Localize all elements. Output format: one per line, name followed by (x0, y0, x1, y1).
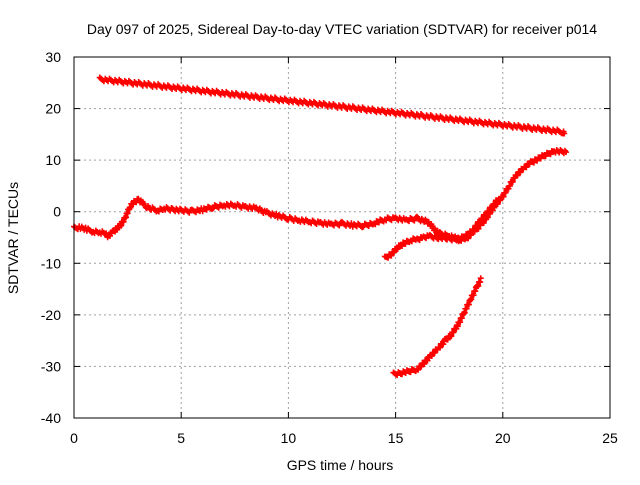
x-tick-label: 10 (281, 430, 297, 446)
data-point (477, 219, 484, 226)
data-point (563, 149, 570, 156)
x-tick-label: 15 (388, 430, 404, 446)
data-point (492, 201, 499, 208)
y-tick-label: 20 (45, 101, 61, 117)
grid (74, 57, 610, 418)
data-point (428, 353, 435, 360)
data-point (514, 172, 521, 179)
data-point (477, 275, 484, 282)
plot-frame (73, 56, 611, 419)
y-axis-label: SDTVAR / TECUs (5, 182, 21, 294)
data-point (415, 366, 422, 373)
data-point (465, 231, 472, 238)
data-point (411, 217, 418, 224)
y-tick-label: 10 (45, 152, 61, 168)
data-point (444, 336, 451, 343)
data-point (474, 222, 481, 229)
data-point (424, 357, 431, 364)
data-point (561, 130, 568, 137)
x-axis-label: GPS time / hours (287, 457, 394, 473)
data-point (523, 164, 530, 171)
data-point (431, 349, 438, 356)
chart-title: Day 097 of 2025, Sidereal Day-to-day VTE… (87, 21, 597, 37)
data-point (388, 252, 395, 259)
y-tick-label: 30 (45, 49, 61, 65)
y-tick-label: -10 (41, 255, 61, 271)
data-point (107, 232, 114, 239)
y-tick-label: -40 (41, 410, 61, 426)
y-tick-label: 0 (53, 204, 61, 220)
x-tick-label: 0 (70, 430, 78, 446)
data-point (391, 249, 398, 256)
data-point (480, 215, 487, 222)
x-tick-label: 20 (495, 430, 511, 446)
x-tick-label: 25 (602, 430, 618, 446)
data-point (421, 360, 428, 367)
y-tick-label: -20 (41, 307, 61, 323)
data-points (71, 74, 570, 379)
data-point (462, 234, 469, 241)
data-point (486, 208, 493, 215)
y-tick-label: -30 (41, 358, 61, 374)
data-point (437, 344, 444, 351)
data-point (483, 211, 490, 218)
x-tick-label: 5 (177, 430, 185, 446)
data-point (489, 204, 496, 211)
data-point (394, 245, 401, 252)
data-point (440, 341, 447, 348)
data-point (494, 197, 501, 204)
data-point (517, 169, 524, 176)
data-point (385, 254, 392, 261)
data-point (471, 226, 478, 233)
